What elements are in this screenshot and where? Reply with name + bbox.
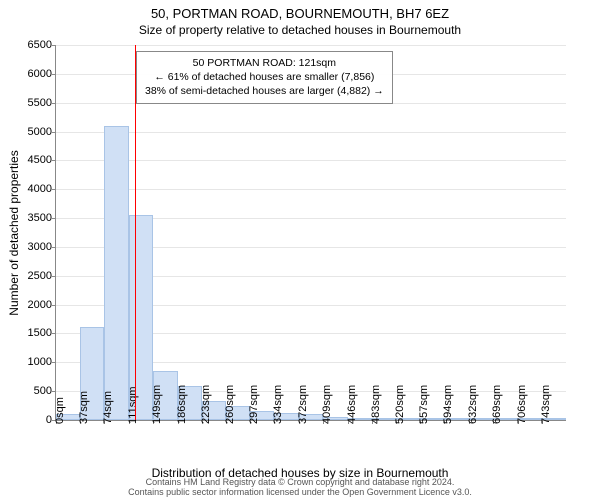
xtick-label: 557sqm bbox=[418, 385, 430, 424]
ytick-label: 4000 bbox=[28, 183, 52, 195]
chart-subtitle: Size of property relative to detached ho… bbox=[0, 21, 600, 37]
xtick-label: 334sqm bbox=[272, 385, 284, 424]
xtick-label: 409sqm bbox=[321, 385, 333, 424]
ytick-label: 4500 bbox=[28, 154, 52, 166]
xtick-label: 223sqm bbox=[200, 385, 212, 424]
gridline bbox=[56, 160, 566, 161]
ytick-label: 2500 bbox=[28, 270, 52, 282]
ytick-mark bbox=[52, 247, 56, 248]
xtick-label: 149sqm bbox=[151, 385, 163, 424]
ytick-mark bbox=[52, 132, 56, 133]
ytick-mark bbox=[52, 189, 56, 190]
attribution-line: Contains public sector information licen… bbox=[0, 488, 600, 498]
xtick-label: 297sqm bbox=[248, 385, 260, 424]
ytick-label: 5500 bbox=[28, 97, 52, 109]
ytick-label: 2000 bbox=[28, 299, 52, 311]
gridline bbox=[56, 132, 566, 133]
ytick-label: 3500 bbox=[28, 212, 52, 224]
gridline bbox=[56, 189, 566, 190]
ytick-mark bbox=[52, 362, 56, 363]
ytick-mark bbox=[52, 160, 56, 161]
ytick-mark bbox=[52, 45, 56, 46]
ytick-mark bbox=[52, 305, 56, 306]
chart-title: 50, PORTMAN ROAD, BOURNEMOUTH, BH7 6EZ bbox=[0, 0, 600, 21]
annotation-box: 50 PORTMAN ROAD: 121sqm← 61% of detached… bbox=[136, 51, 393, 104]
ytick-label: 6500 bbox=[28, 39, 52, 51]
xtick-label: 111sqm bbox=[127, 386, 139, 424]
xtick-label: 74sqm bbox=[102, 391, 114, 424]
ytick-label: 6000 bbox=[28, 68, 52, 80]
xtick-label: 669sqm bbox=[491, 385, 503, 424]
xtick-label: 520sqm bbox=[394, 385, 406, 424]
ytick-label: 500 bbox=[34, 385, 52, 397]
plot-area: 0500100015002000250030003500400045005000… bbox=[55, 45, 566, 421]
xtick-label: 372sqm bbox=[297, 385, 309, 424]
ytick-label: 3000 bbox=[28, 241, 52, 253]
ytick-mark bbox=[52, 276, 56, 277]
y-axis-label: Number of detached properties bbox=[7, 150, 21, 315]
xtick-label: 37sqm bbox=[78, 391, 90, 424]
annotation-line: ← 61% of detached houses are smaller (7,… bbox=[145, 70, 384, 84]
ytick-mark bbox=[52, 391, 56, 392]
xtick-label: 483sqm bbox=[370, 385, 382, 424]
ytick-label: 1500 bbox=[28, 327, 52, 339]
attribution: Contains HM Land Registry data © Crown c… bbox=[0, 478, 600, 498]
annotation-line: 50 PORTMAN ROAD: 121sqm bbox=[145, 56, 384, 70]
gridline bbox=[56, 45, 566, 46]
xtick-label: 446sqm bbox=[346, 385, 358, 424]
ytick-mark bbox=[52, 218, 56, 219]
ytick-mark bbox=[52, 74, 56, 75]
xtick-label: 706sqm bbox=[516, 385, 528, 424]
ytick-mark bbox=[52, 333, 56, 334]
chart-container: 50, PORTMAN ROAD, BOURNEMOUTH, BH7 6EZ S… bbox=[0, 0, 600, 500]
histogram-bar bbox=[104, 126, 128, 420]
ytick-label: 5000 bbox=[28, 126, 52, 138]
xtick-label: 743sqm bbox=[540, 385, 552, 424]
xtick-label: 632sqm bbox=[467, 385, 479, 424]
xtick-label: 260sqm bbox=[224, 385, 236, 424]
xtick-label: 594sqm bbox=[442, 385, 454, 424]
ytick-mark bbox=[52, 103, 56, 104]
xtick-label: 0sqm bbox=[54, 397, 66, 424]
ytick-label: 0 bbox=[46, 414, 52, 426]
annotation-line: 38% of semi-detached houses are larger (… bbox=[145, 84, 384, 98]
ytick-label: 1000 bbox=[28, 356, 52, 368]
xtick-label: 186sqm bbox=[176, 385, 188, 424]
